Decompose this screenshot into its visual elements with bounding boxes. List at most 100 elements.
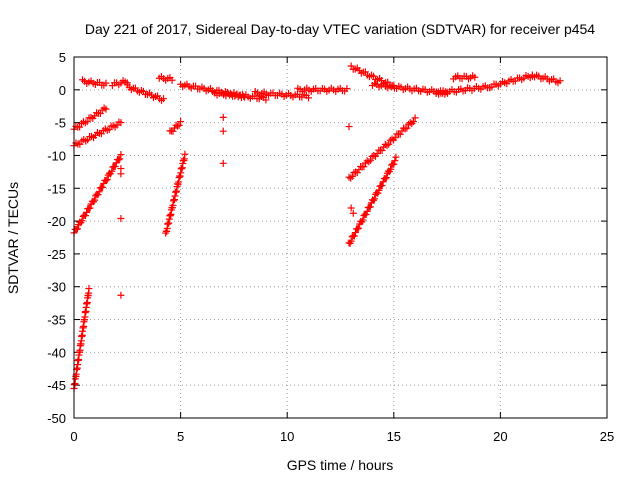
- data-point: [391, 134, 399, 142]
- y-tick-label: -50: [47, 411, 66, 426]
- data-point: [406, 119, 414, 127]
- data-point: [382, 174, 390, 182]
- data-point: [108, 167, 116, 175]
- y-tick-label: 5: [59, 50, 66, 65]
- data-point: [390, 160, 398, 168]
- data-point: [345, 173, 353, 181]
- data-point: [355, 224, 363, 232]
- data-point: [83, 118, 91, 126]
- data-point: [348, 172, 356, 180]
- data-point: [349, 209, 357, 217]
- plot-frame: [73, 56, 608, 419]
- x-axis-label: GPS time / hours: [287, 457, 394, 473]
- data-point: [362, 211, 370, 219]
- data-point: [160, 95, 168, 103]
- data-point: [351, 229, 359, 237]
- data-point: [347, 204, 355, 212]
- y-tick-label: -20: [47, 214, 66, 229]
- data-point: [117, 214, 125, 222]
- data-point: [343, 85, 351, 93]
- data-point: [345, 123, 353, 131]
- data-point: [219, 127, 227, 135]
- data-point: [85, 285, 93, 293]
- data-point: [366, 203, 374, 211]
- x-tick-label: 20: [493, 429, 507, 444]
- data-point: [169, 127, 177, 135]
- data-point: [219, 113, 227, 121]
- data-point: [373, 150, 381, 158]
- y-tick-label: -10: [47, 148, 66, 163]
- data-point: [378, 182, 386, 190]
- data-point: [403, 124, 411, 132]
- data-point: [175, 121, 183, 129]
- data-point: [383, 141, 391, 149]
- data-point: [396, 130, 404, 138]
- data-point: [115, 156, 123, 164]
- x-tick-label: 0: [70, 429, 77, 444]
- data-point: [405, 120, 413, 128]
- data-point: [219, 159, 227, 167]
- y-tick-label: -15: [47, 181, 66, 196]
- data-point: [91, 196, 99, 204]
- data-point: [305, 94, 313, 102]
- data-point: [387, 165, 395, 173]
- chart-title: Day 221 of 2017, Sidereal Day-to-day VTE…: [85, 21, 595, 37]
- grid: [74, 57, 607, 418]
- data-point: [381, 175, 389, 183]
- data-point: [360, 163, 368, 171]
- data-point: [370, 152, 378, 160]
- data-point: [76, 123, 84, 131]
- data-point: [354, 225, 362, 233]
- data-point: [102, 105, 110, 113]
- data-point: [102, 79, 110, 87]
- data-point: [95, 188, 103, 196]
- y-tick-label: -40: [47, 345, 66, 360]
- data-point: [401, 125, 409, 133]
- data-point: [83, 208, 91, 216]
- data-point: [116, 155, 124, 163]
- data-point: [353, 169, 361, 177]
- data-point: [117, 119, 125, 127]
- data-point: [181, 150, 189, 158]
- data-point: [86, 204, 94, 212]
- data-point: [168, 76, 176, 84]
- data-point: [177, 118, 185, 126]
- data-points: [70, 62, 564, 392]
- data-point: [111, 163, 119, 171]
- x-tick-label: 25: [600, 429, 614, 444]
- y-tick-label: -45: [47, 378, 66, 393]
- data-point: [556, 77, 564, 85]
- y-tick-label: 0: [59, 83, 66, 98]
- data-point: [363, 207, 371, 215]
- data-point: [371, 195, 379, 203]
- data-point: [385, 140, 393, 148]
- y-axis-label: SDTVAR / TECUs: [5, 182, 21, 294]
- data-point: [117, 151, 125, 159]
- data-point: [365, 158, 373, 166]
- data-point: [375, 186, 383, 194]
- data-point: [370, 196, 378, 204]
- y-tick-label: -30: [47, 280, 66, 295]
- y-tick-label: -5: [54, 116, 66, 131]
- data-point: [174, 122, 182, 130]
- data-point: [392, 153, 400, 161]
- data-point: [99, 183, 107, 191]
- data-point: [388, 135, 396, 143]
- data-point: [117, 170, 125, 178]
- data-point: [367, 156, 375, 164]
- data-point: [350, 232, 358, 240]
- data-point: [409, 118, 417, 126]
- data-point: [89, 198, 97, 206]
- y-tick-label: -35: [47, 313, 66, 328]
- x-tick-label: 15: [387, 429, 401, 444]
- data-point: [78, 217, 86, 225]
- data-point: [103, 175, 111, 183]
- data-point: [102, 177, 110, 185]
- data-point: [81, 212, 89, 220]
- data-point: [411, 114, 419, 122]
- data-point: [347, 174, 355, 182]
- data-point: [359, 216, 367, 224]
- y-tick-label: -25: [47, 247, 66, 262]
- data-point: [391, 157, 399, 165]
